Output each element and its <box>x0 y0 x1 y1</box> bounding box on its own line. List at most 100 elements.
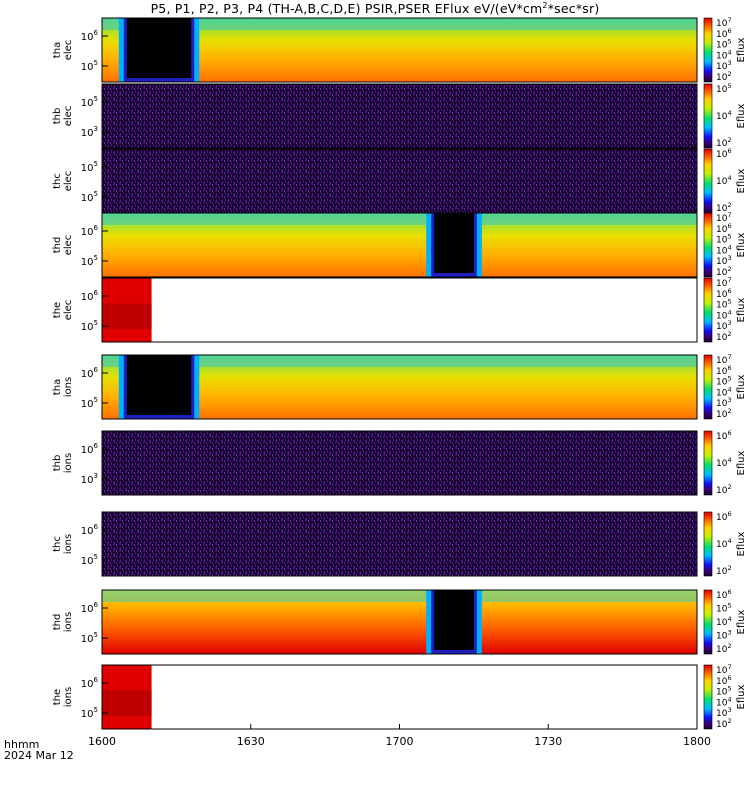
panel-ylabel: thdions <box>52 612 74 632</box>
colorbar-tick-label: 103 <box>716 396 732 409</box>
ytick-label: 105 <box>81 59 98 73</box>
panel-frame <box>101 17 698 83</box>
date-label: 2024 Mar 12 <box>4 749 74 762</box>
ytick-label: 105 <box>81 396 98 410</box>
panel-ylabel: theions <box>52 687 74 707</box>
colorbar-label: Eflux <box>736 531 747 556</box>
colorbar-tick-label: 104 <box>716 615 732 628</box>
panel-frame <box>101 511 698 577</box>
colorbar-label: Eflux <box>736 37 747 62</box>
ytick-label: 106 <box>81 442 99 456</box>
colorbar-label: Eflux <box>736 232 747 257</box>
colorbar-tick-label: 102 <box>716 407 732 420</box>
panel-thc_elec: 105 105 thcelec 106 104 102 Eflux <box>52 147 747 214</box>
panel-ylabel: thcelec <box>52 171 74 192</box>
colorbar-tick-label: 107 <box>716 16 732 29</box>
colorbar-tick-label: 106 <box>716 287 732 300</box>
data-block-band <box>102 303 152 330</box>
ytick-label: 106 <box>81 601 99 615</box>
colorbar-tick-label: 107 <box>716 663 732 676</box>
colorbar-tick-label: 106 <box>716 588 732 601</box>
colorbar-tick-label: 102 <box>716 717 732 730</box>
colorbar-tick-label: 105 <box>716 298 732 311</box>
colorbar-tick-label: 105 <box>716 82 732 95</box>
colorbar <box>703 83 713 149</box>
ytick-label: 106 <box>81 224 99 238</box>
colorbar-tick-label: 107 <box>716 353 732 366</box>
panel-frame <box>101 212 698 278</box>
colorbar-tick-label: 102 <box>716 483 732 496</box>
colorbar <box>703 212 713 278</box>
colorbar <box>703 277 713 343</box>
colorbar-tick-label: 106 <box>716 510 732 523</box>
time-format-label: hhmm <box>4 738 40 751</box>
colorbar-tick-label: 103 <box>716 59 732 72</box>
colorbar-tick-label: 103 <box>716 319 732 332</box>
colorbar-tick-label: 105 <box>716 602 732 615</box>
spectrogram-thb_ions <box>102 431 697 495</box>
panel-frame <box>101 354 698 420</box>
colorbar <box>703 589 713 655</box>
colorbar-tick-label: 104 <box>716 537 732 550</box>
colorbar-tick-label: 105 <box>716 375 732 388</box>
ytick-label: 105 <box>81 190 98 204</box>
colorbar-tick-label: 107 <box>716 211 732 224</box>
colorbar-tick-label: 102 <box>716 136 732 149</box>
colorbar <box>703 148 713 214</box>
colorbar-tick-label: 104 <box>716 308 732 321</box>
colorbar-tick-label: 102 <box>716 70 732 83</box>
high-energy-band <box>102 590 697 602</box>
panel-ylabel: thaions <box>52 377 74 397</box>
panel-ylabel: thbions <box>52 453 74 473</box>
colorbar-label: Eflux <box>736 450 747 475</box>
xtick-label: 1800 <box>683 735 711 748</box>
colorbar-tick-label: 103 <box>716 706 732 719</box>
high-energy-band <box>102 355 697 367</box>
colorbar-tick-label: 104 <box>716 243 732 256</box>
panel-ylabel: thbelec <box>52 106 74 127</box>
colorbar-tick-label: 103 <box>716 629 732 642</box>
ytick-label: 105 <box>81 160 98 174</box>
colorbar-tick-label: 107 <box>716 276 732 289</box>
colorbar-label: Eflux <box>736 103 747 128</box>
spectrogram-the_ions <box>102 665 697 729</box>
chart-title: P5, P1, P2, P3, P4 (TH-A,B,C,D,E) PSIR,P… <box>150 1 600 17</box>
colorbar <box>703 354 713 420</box>
colorbar-tick-label: 106 <box>716 147 732 160</box>
xtick-label: 1600 <box>88 735 116 748</box>
xtick-label: 1630 <box>237 735 265 748</box>
spectrogram-the_elec <box>102 278 697 342</box>
colorbar-tick-label: 105 <box>716 685 732 698</box>
colorbar-tick-label: 104 <box>716 174 732 187</box>
panel-thb_ions: 106 103 thbions 106 104 102 Eflux <box>52 429 747 496</box>
data-block-band <box>102 690 152 717</box>
colorbar-tick-label: 102 <box>716 330 732 343</box>
colorbar-tick-label: 102 <box>716 201 732 214</box>
ytick-label: 103 <box>81 472 98 486</box>
ytick-label: 106 <box>81 523 99 537</box>
colorbar <box>703 430 713 496</box>
colorbar-label: Eflux <box>736 374 747 399</box>
xtick-label: 1700 <box>386 735 414 748</box>
colorbar-tick-label: 104 <box>716 109 732 122</box>
colorbar-tick-label: 103 <box>716 254 732 267</box>
colorbar-tick-label: 104 <box>716 695 732 708</box>
panel-thb_elec: 105 103 thbelec 105 104 102 Eflux <box>52 82 747 149</box>
spectrogram-thc_elec <box>102 149 697 213</box>
colorbar-tick-label: 105 <box>716 38 732 51</box>
panel-ylabel: thaelec <box>52 40 74 61</box>
colorbar <box>703 664 713 730</box>
data-gap <box>126 355 192 415</box>
colorbar-tick-label: 104 <box>716 48 732 61</box>
data-gap <box>434 213 474 273</box>
spectrogram-thb_elec <box>102 84 697 148</box>
colorbar-tick-label: 104 <box>716 385 732 398</box>
ytick-label: 105 <box>81 254 98 268</box>
